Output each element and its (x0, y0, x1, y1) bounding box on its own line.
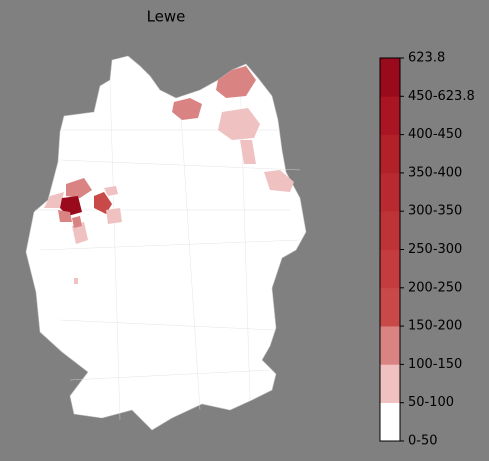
colorbar-label: 623.8 (408, 51, 445, 66)
region (106, 208, 122, 224)
colorbar-label: 450-623.8 (408, 89, 475, 104)
colorbar-label: 50-100 (408, 395, 454, 410)
region (44, 192, 64, 208)
region (218, 108, 260, 140)
colorbar-label: 250-300 (408, 242, 462, 257)
region (60, 196, 82, 216)
colorbar-segment (380, 58, 400, 97)
region (94, 192, 112, 214)
region (72, 216, 82, 228)
region (74, 278, 78, 284)
map (25, 55, 307, 431)
colorbar-segment (380, 172, 400, 212)
colorbar-segment (380, 211, 400, 250)
colorbar-label: 350-400 (408, 165, 462, 180)
region (264, 170, 294, 192)
colorbar-label: 0-50 (408, 434, 438, 449)
colorbar-label: 100-150 (408, 357, 462, 372)
colorbar-label: 300-350 (408, 204, 462, 219)
colorbar-segment (380, 287, 400, 327)
colorbar: 0-50 50-100 100-150 150-200 200-250 250-300 30… (379, 51, 475, 449)
map-title: Lewe (147, 8, 186, 26)
region (104, 186, 118, 196)
colorbar-label: 200-250 (408, 280, 462, 295)
region (216, 66, 256, 98)
colorbar-segment (380, 249, 400, 289)
colorbar-segment (380, 96, 400, 135)
colorbar-label: 400-450 (408, 127, 462, 142)
colorbar-segment (380, 134, 400, 174)
colorbar-segment (380, 402, 400, 442)
colorbar-segment (380, 326, 400, 365)
region-borders (35, 69, 301, 421)
colorbar-segment (380, 364, 400, 403)
region (58, 210, 72, 222)
region (172, 98, 202, 120)
region (66, 178, 92, 198)
colorbar-label: 150-200 (408, 319, 462, 334)
region (240, 140, 256, 164)
